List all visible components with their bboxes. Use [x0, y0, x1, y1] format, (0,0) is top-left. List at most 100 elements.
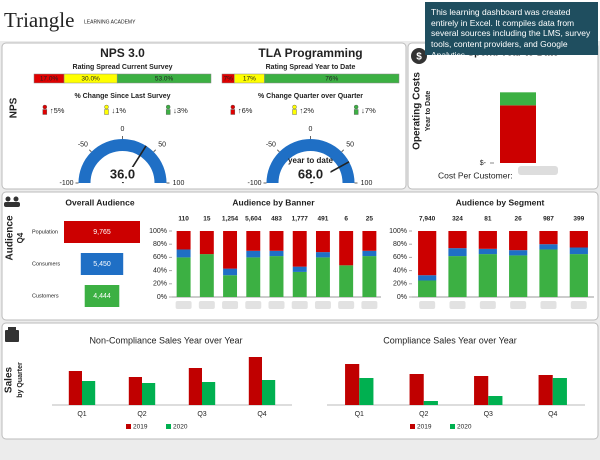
stack-segment	[509, 255, 528, 297]
bar	[202, 382, 216, 405]
blurred-label	[479, 301, 496, 309]
gauge-tick-label: 100	[173, 180, 185, 187]
y-tick-label: 100%	[149, 228, 167, 235]
bar	[188, 368, 202, 405]
stack-segment	[176, 249, 191, 258]
stack-segment	[292, 266, 307, 272]
spread-label: 17%	[243, 76, 256, 83]
stack-segment	[223, 268, 238, 276]
blurred-label	[245, 301, 262, 309]
y-tick-label: 20%	[153, 281, 167, 288]
blurred-label	[314, 301, 331, 309]
change-icon	[353, 104, 359, 110]
stack-segment	[418, 231, 437, 276]
spread-label: 76%	[325, 76, 338, 83]
y-tick-label: $-	[480, 160, 487, 167]
stack-segment	[176, 257, 191, 297]
stack-segment	[362, 256, 377, 297]
gauge-tick	[88, 149, 92, 153]
stack-segment	[269, 250, 284, 257]
blurred-label	[510, 301, 527, 309]
y-tick-label: 40%	[393, 267, 407, 274]
funnel-bar	[80, 253, 124, 275]
stack-segment	[292, 271, 307, 297]
funnel-bar	[64, 221, 140, 243]
total-label: 399	[573, 216, 584, 223]
stack-segment	[448, 248, 467, 257]
total-label: 81	[484, 216, 492, 223]
panel-title: Overall Audience	[65, 197, 134, 207]
y-tick-label: 0%	[157, 294, 167, 301]
blurred-label	[175, 301, 192, 309]
bar	[248, 357, 262, 405]
section-label: NPS	[9, 97, 20, 118]
legend-label: 2020	[173, 424, 188, 431]
funnel-category: Customers	[32, 293, 59, 299]
x-tick-label: Q1	[77, 411, 86, 418]
gauge-arc	[266, 139, 355, 184]
funnel-label: 4,444	[93, 293, 111, 300]
funnel-category: Population	[32, 229, 58, 235]
blurred-label	[449, 301, 466, 309]
section-label: Sales	[4, 366, 15, 393]
gauge-tick-label: 0	[309, 126, 313, 133]
spread-segment	[264, 73, 400, 84]
stack-segment	[315, 252, 330, 258]
stack-segment	[246, 257, 261, 297]
bar	[262, 380, 276, 405]
spread-label: 17.0%	[40, 76, 59, 83]
footer: Cost Per Customer:	[438, 170, 513, 180]
spread-segment	[116, 73, 212, 84]
x-tick-label: Q2	[137, 411, 146, 418]
x-tick-label: Q4	[257, 411, 266, 418]
audience-icon	[4, 196, 20, 207]
funnel-label: 9,765	[93, 229, 111, 236]
legend-label: 2020	[457, 424, 472, 431]
legend-swatch	[166, 424, 171, 429]
panel-title: Audience by Segment	[456, 197, 545, 207]
stack-segment	[509, 250, 528, 256]
stack-segment	[478, 248, 497, 255]
stack-segment	[315, 231, 330, 253]
change-label: ↑5%	[50, 106, 65, 115]
y-tick-label: 60%	[393, 254, 407, 261]
gauge-value-bg	[290, 167, 331, 182]
x-tick-label: Q3	[484, 411, 493, 418]
gauge-tick-label: 50	[346, 142, 354, 149]
sales-panel	[1, 322, 599, 440]
change-icon	[104, 104, 109, 110]
tooltip: This learning dashboard was created enti…	[425, 2, 598, 55]
spread-label: 7%	[223, 76, 233, 83]
bar	[538, 375, 553, 405]
svg-text:$: $	[416, 52, 422, 63]
stack-segment	[199, 254, 214, 297]
gauge-tick-label: 100	[361, 180, 373, 187]
side-title: Operating Costs	[412, 72, 423, 150]
gauge-tick-label: -50	[78, 142, 88, 149]
stack-segment	[362, 250, 377, 257]
total-label: 110	[178, 216, 189, 223]
stack-segment	[362, 231, 377, 251]
section-sub: by Quarter	[17, 362, 24, 398]
gauge-tick-label: 0	[121, 126, 125, 133]
gauge-arc	[78, 139, 167, 184]
logo: Triangle	[4, 8, 74, 32]
blurred-label	[291, 301, 308, 309]
stack-segment	[292, 231, 307, 267]
panel-title: TLA Programming	[258, 46, 362, 60]
change-icon	[42, 104, 48, 110]
blurred-label	[570, 301, 587, 309]
legend-label: 2019	[133, 424, 148, 431]
gauge-label: year to date	[288, 156, 333, 165]
stack-segment	[418, 280, 437, 297]
stack-segment	[269, 231, 284, 251]
bar	[552, 378, 567, 405]
bar	[359, 378, 374, 405]
total-label: 324	[452, 216, 463, 223]
total-label: 491	[318, 216, 329, 223]
bar	[82, 381, 96, 405]
legend-swatch	[450, 424, 455, 429]
total-label: 1,254	[222, 216, 239, 223]
x-tick-label: Q3	[197, 411, 206, 418]
x-tick-label: Q4	[548, 411, 557, 418]
